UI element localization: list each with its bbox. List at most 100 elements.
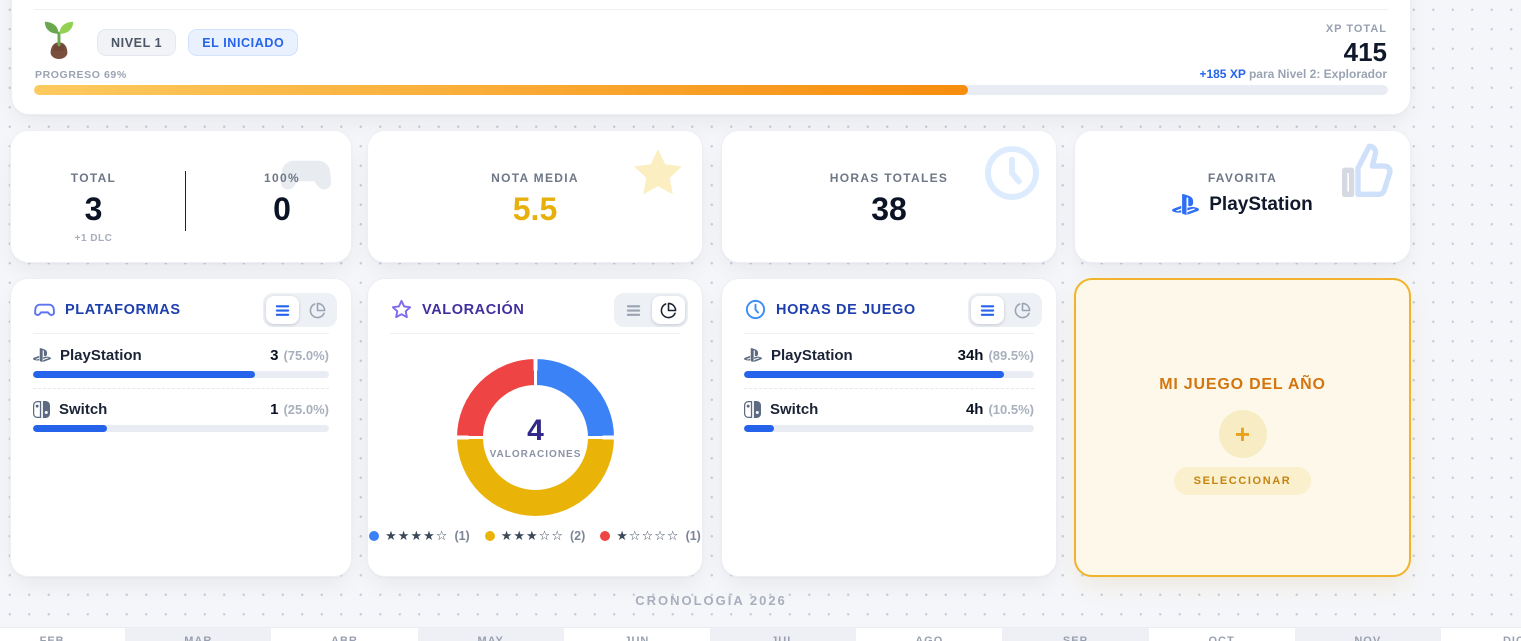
divider: [185, 171, 186, 231]
hours-title: HORAS DE JUEGO: [776, 302, 916, 318]
stat-favorite: FAVORITA: [1075, 171, 1410, 185]
level-title-badge: EL INICIADO: [188, 29, 299, 56]
list-view-button[interactable]: [266, 296, 299, 324]
hours-bar-track: [744, 425, 1034, 432]
stat-total-sub: +1 DLC: [74, 233, 113, 244]
stat-favorite-label: FAVORITA: [1207, 171, 1278, 185]
xp-total-value: 415: [1343, 37, 1387, 67]
add-game-button[interactable]: +: [1218, 410, 1267, 458]
platform-row: Switch 1 (25.0%): [33, 399, 329, 432]
list-icon: [275, 304, 290, 316]
platform-row: PlayStation 3 (75.0%): [33, 345, 329, 378]
stat-card-rating: NOTA MEDIA 5.5: [367, 130, 703, 263]
divider: [33, 388, 329, 389]
month-cell: MAY: [417, 628, 564, 641]
seedling-icon: [44, 21, 74, 59]
pie-view-button[interactable]: [301, 296, 334, 324]
platform-bar-track: [33, 371, 329, 378]
legend-count: (1): [685, 529, 701, 543]
favorite-platform-name: PlayStation: [1209, 193, 1313, 215]
list-icon: [626, 304, 641, 316]
stat-hours-value: 38: [871, 191, 907, 227]
pie-view-button[interactable]: [652, 296, 685, 324]
stat-card-total: TOTAL 3 +1 DLC 100% 0: [10, 130, 352, 263]
platforms-rows: PlayStation 3 (75.0%) Switch: [33, 345, 329, 432]
platform-percent: (25.0%): [283, 401, 329, 417]
divider: [744, 388, 1034, 389]
stat-rating: NOTA MEDIA 5.5: [368, 171, 702, 225]
legend-count: (1): [454, 529, 470, 543]
next-level-label: para Nivel 2: Explorador: [1245, 67, 1387, 81]
goty-title: MI JUEGO DEL AÑO: [1159, 376, 1326, 393]
hours-bar-fill: [744, 371, 1004, 378]
switch-logo-icon: [744, 400, 761, 418]
platform-bar-fill: [33, 425, 107, 432]
level-badge: NIVEL 1: [97, 29, 177, 56]
legend-stars: ★☆☆☆☆: [616, 528, 680, 543]
rating-count: 4: [527, 413, 544, 447]
level-banner: NIVEL 1 EL INICIADO XP TOTAL 415 PROGRES…: [11, 0, 1411, 115]
progress-label: PROGRESO 69%: [35, 69, 127, 81]
month-cell: JUN: [563, 628, 710, 641]
platforms-title: PLATAFORMAS: [65, 302, 181, 318]
stat-rating-value: 5.5: [512, 191, 558, 227]
pie-chart-icon: [309, 302, 326, 318]
month-cell: SEP: [1002, 628, 1149, 641]
rating-legend: ★★★★☆ (1) ★★★☆☆ (2) ★☆☆☆☆ (1): [368, 528, 702, 544]
list-view-button[interactable]: [617, 296, 650, 324]
playstation-logo-icon: [1172, 193, 1200, 216]
platform-count: 3: [270, 346, 279, 364]
month-cell: DIC: [1440, 628, 1521, 641]
hours-view-toggle: [968, 293, 1042, 327]
stat-hours-label: HORAS TOTALES: [829, 171, 949, 185]
platform-bar-fill: [33, 371, 255, 378]
stat-total-value: 3: [84, 191, 103, 227]
stat-hours: HORAS TOTALES 38: [722, 171, 1056, 225]
legend-item: ★☆☆☆☆ (1): [600, 528, 701, 544]
xp-progress-fill: [34, 85, 969, 95]
platform-name: Switch: [770, 400, 819, 418]
clock-icon: [745, 299, 766, 320]
legend-dot: [484, 531, 495, 541]
stat-completed-value: 0: [273, 191, 291, 227]
rating-title: VALORACIÓN: [422, 302, 525, 318]
stat-card-favorite: FAVORITA PlayStation: [1074, 130, 1411, 263]
hours-value: 4h: [965, 400, 984, 418]
month-cell: AGO: [856, 628, 1003, 641]
divider: [744, 333, 1034, 334]
stat-total: TOTAL 3 +1 DLC: [21, 171, 166, 244]
month-cell: ABR: [271, 628, 418, 641]
divider: [390, 333, 680, 334]
xp-gain: +185 XP: [1199, 67, 1246, 81]
hours-row: PlayStation 34h (89.5%): [744, 345, 1034, 378]
star-icon: [391, 299, 412, 319]
divider: [33, 333, 329, 334]
stat-completed: 100% 0: [211, 171, 353, 225]
legend-count: (2): [570, 529, 586, 543]
hours-row: Switch 4h (10.5%): [744, 399, 1034, 432]
hours-bar-fill: [744, 425, 775, 432]
hours-rows: PlayStation 34h (89.5%) Switch: [744, 345, 1034, 432]
playstation-logo-icon: [33, 347, 51, 363]
list-icon: [980, 304, 995, 316]
list-view-button[interactable]: [971, 296, 1004, 324]
platform-name: PlayStation: [60, 346, 142, 364]
pie-view-button[interactable]: [1006, 296, 1039, 324]
month-cell: JUL: [709, 628, 857, 641]
month-cell: OCT: [1148, 628, 1295, 641]
hours-value: 34h: [957, 346, 984, 364]
platform-name: PlayStation: [771, 346, 853, 364]
rating-count-label: VALORACIONES: [489, 448, 582, 460]
gamepad-icon: [34, 303, 55, 316]
month-cell: FEB: [0, 628, 126, 641]
game-of-the-year-card: MI JUEGO DEL AÑO + SELECCIONAR: [1074, 278, 1411, 577]
timeline-title: CRONOLOGÍA 2026: [635, 593, 787, 608]
legend-item: ★★★★☆ (1): [369, 528, 470, 544]
select-game-button[interactable]: SELECCIONAR: [1173, 467, 1312, 495]
stat-rating-label: NOTA MEDIA: [491, 171, 579, 185]
stat-total-label: TOTAL: [70, 171, 117, 185]
month-cell: NOV: [1294, 628, 1441, 641]
favorite-platform: PlayStation: [1075, 191, 1410, 218]
timeline-months: FEB MAR ABR MAY JUN JUL AGO SEP OCT NOV …: [0, 627, 1521, 641]
xp-progress-track: [34, 85, 1388, 95]
